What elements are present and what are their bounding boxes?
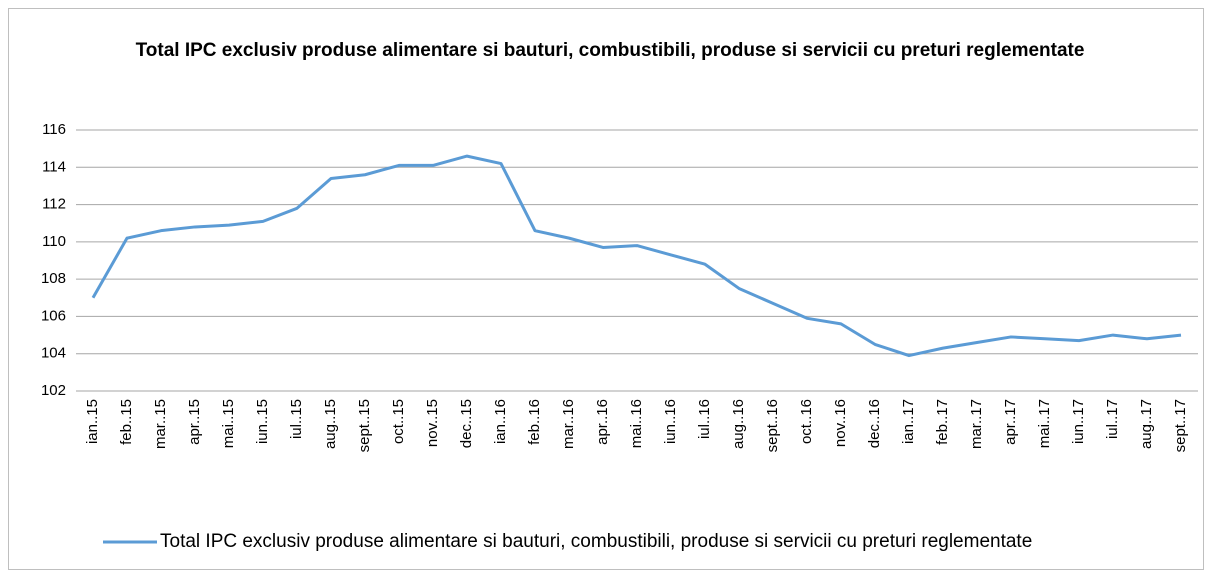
x-tick-label: iun..16 — [662, 399, 679, 444]
x-tick-label: aug..15 — [322, 399, 339, 449]
legend-label: Total IPC exclusiv produse alimentare si… — [160, 531, 1033, 552]
y-tick-label: 108 — [41, 270, 66, 287]
x-tick-label: oct..16 — [798, 399, 815, 444]
x-tick-label: sept..15 — [356, 399, 373, 452]
x-tick-label: feb..15 — [118, 399, 135, 445]
x-tick-label: iul..16 — [696, 399, 713, 439]
y-tick-label: 116 — [42, 121, 66, 138]
y-tick-label: 110 — [42, 233, 66, 250]
x-tick-label: mai..17 — [1036, 399, 1053, 448]
y-tick-label: 104 — [41, 345, 66, 362]
x-tick-label: iun..17 — [1070, 399, 1087, 444]
y-tick-label: 112 — [42, 196, 66, 213]
y-tick-label: 114 — [42, 158, 66, 175]
x-tick-label: iul..15 — [288, 399, 305, 439]
x-tick-label: mai..16 — [628, 399, 645, 448]
x-tick-label: dec..16 — [866, 399, 883, 448]
x-tick-label: ian..16 — [492, 399, 509, 444]
chart-title: Total IPC exclusiv produse alimentare si… — [135, 40, 1085, 61]
x-tick-label: sept..16 — [764, 399, 781, 452]
y-tick-label: 106 — [41, 307, 66, 324]
x-tick-label: apr..17 — [1002, 399, 1019, 445]
x-tick-label: mar..16 — [560, 399, 577, 449]
x-tick-label: oct..15 — [390, 399, 407, 444]
x-tick-label: aug..16 — [730, 399, 747, 449]
series-line — [91, 154, 1182, 358]
x-tick-label: apr..16 — [594, 399, 611, 445]
x-tick-label: iul..17 — [1104, 399, 1121, 439]
x-tick-label: apr..15 — [186, 399, 203, 445]
x-tick-label: sept..17 — [1172, 399, 1189, 452]
x-tick-label: nov..16 — [832, 399, 849, 447]
x-tick-label: dec..15 — [458, 399, 475, 448]
x-tick-label: mar..15 — [152, 399, 169, 449]
x-tick-label: feb..17 — [934, 399, 951, 445]
x-tick-label: mai..15 — [220, 399, 237, 448]
y-tick-label: 102 — [41, 382, 66, 399]
x-tick-label: ian..17 — [900, 399, 917, 444]
x-tick-label: aug..17 — [1138, 399, 1155, 449]
x-tick-label: ian..15 — [84, 399, 101, 444]
x-tick-label: nov..15 — [424, 399, 441, 447]
x-tick-label: feb..16 — [526, 399, 543, 445]
x-tick-label: iun..15 — [254, 399, 271, 444]
chart-frame — [8, 8, 1204, 570]
x-tick-label: mar..17 — [968, 399, 985, 449]
